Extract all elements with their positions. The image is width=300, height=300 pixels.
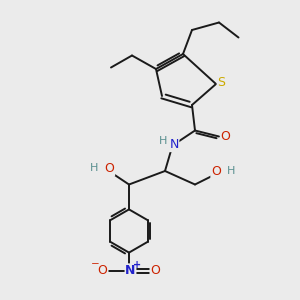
Text: +: + [133, 260, 142, 270]
Text: O: O [221, 130, 230, 143]
Text: N: N [125, 264, 136, 277]
Text: −: − [91, 259, 100, 269]
Text: H: H [90, 163, 99, 173]
Text: H: H [159, 136, 167, 146]
Text: O: O [98, 263, 107, 277]
Text: S: S [218, 76, 225, 89]
Text: H: H [227, 166, 235, 176]
Text: O: O [211, 165, 221, 178]
Text: O: O [151, 263, 160, 277]
Text: O: O [105, 162, 114, 176]
Text: N: N [169, 138, 179, 152]
